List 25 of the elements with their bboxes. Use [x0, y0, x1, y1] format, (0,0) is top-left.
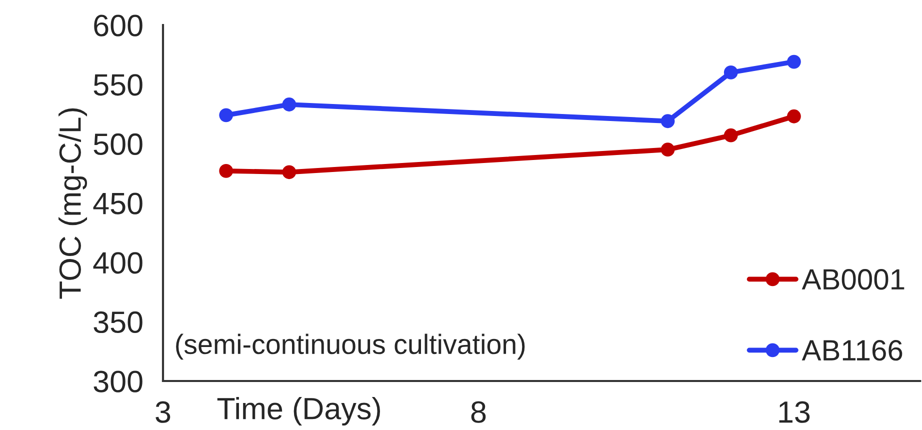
- point: [724, 66, 738, 80]
- point: [724, 128, 738, 142]
- point: [282, 165, 296, 180]
- point: [660, 142, 675, 157]
- point: [660, 114, 675, 128]
- y-tick-label: 500: [94, 133, 142, 156]
- legend-label: AB1166: [802, 340, 902, 361]
- y-tick-label: 450: [93, 192, 142, 214]
- y-tick-label: 400: [93, 252, 142, 274]
- annotation: (semi-continuous cultivation): [176, 334, 525, 360]
- y-tick-label: 300: [94, 370, 142, 392]
- legend-label: AB0001: [802, 269, 904, 290]
- x-tick-label: 3: [156, 401, 170, 423]
- y-axis-title: TOC (mg-C/L): [58, 108, 88, 299]
- y-tick-label: 600: [94, 14, 142, 36]
- y-tick-label: 350: [94, 311, 142, 334]
- point: [787, 109, 801, 124]
- point: [282, 98, 296, 112]
- y-tick-label: 550: [94, 74, 142, 96]
- x-tick-label: 13: [779, 401, 810, 423]
- x-tick-label: 8: [471, 401, 486, 423]
- x-axis-title: Time (Days): [217, 397, 380, 426]
- point: [219, 164, 234, 178]
- point: [219, 108, 234, 122]
- point: [787, 54, 801, 69]
